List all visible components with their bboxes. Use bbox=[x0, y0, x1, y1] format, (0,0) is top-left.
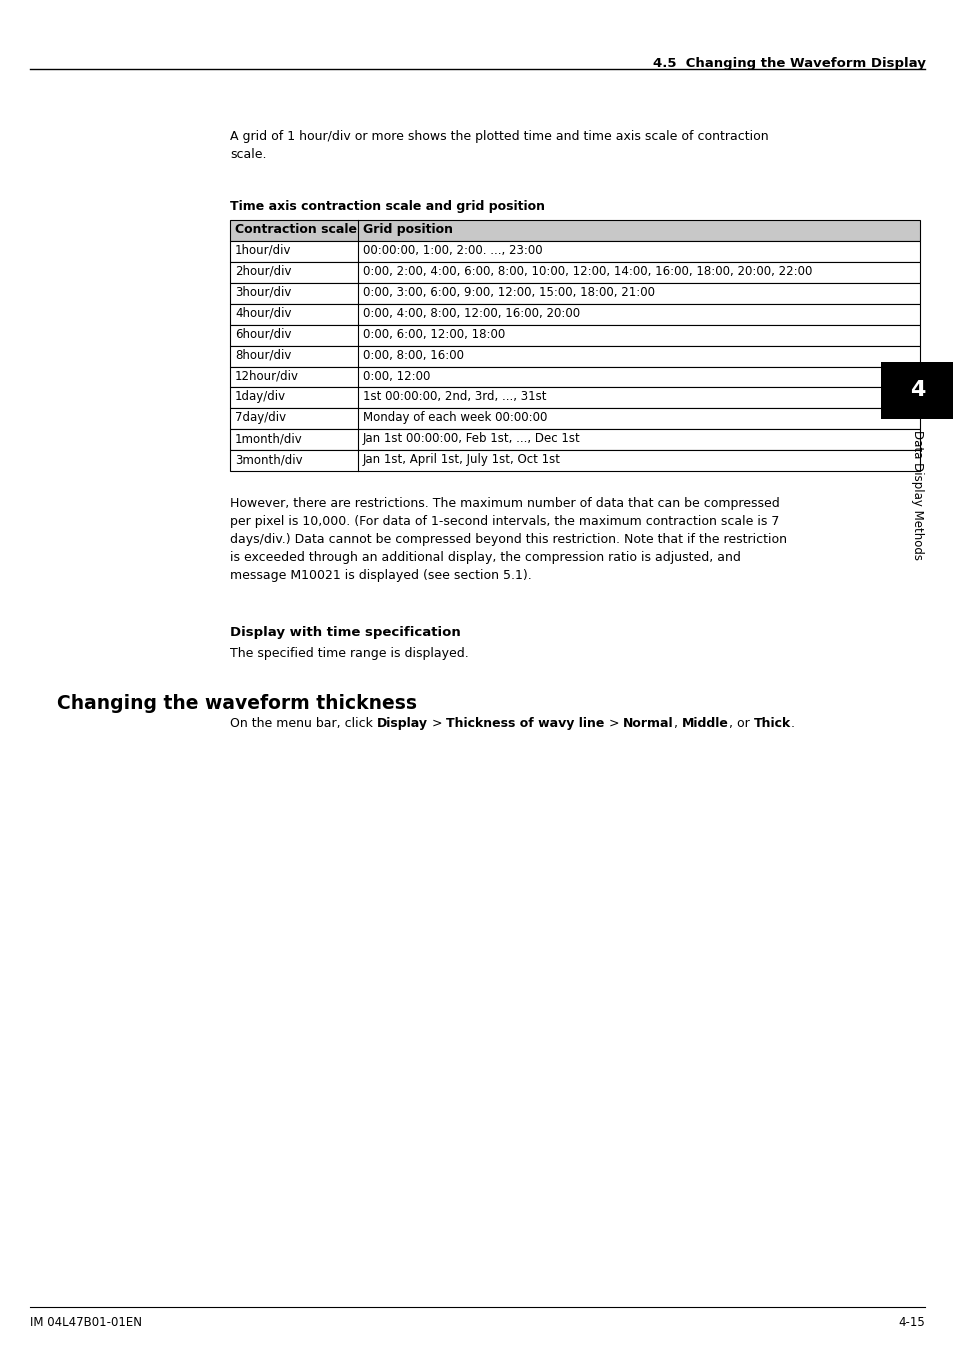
Text: .: . bbox=[790, 717, 794, 730]
Bar bbox=[230, 387, 919, 408]
Bar bbox=[230, 325, 919, 346]
Text: 1st 00:00:00, 2nd, 3rd, ..., 31st: 1st 00:00:00, 2nd, 3rd, ..., 31st bbox=[362, 390, 545, 404]
Text: 4.5  Changing the Waveform Display: 4.5 Changing the Waveform Display bbox=[652, 57, 924, 70]
Bar bbox=[230, 262, 919, 282]
Text: 3hour/div: 3hour/div bbox=[234, 286, 291, 298]
Text: On the menu bar, click: On the menu bar, click bbox=[230, 717, 376, 730]
Text: 6hour/div: 6hour/div bbox=[234, 328, 291, 340]
Text: 1hour/div: 1hour/div bbox=[234, 244, 291, 256]
Text: Contraction scale: Contraction scale bbox=[234, 223, 356, 236]
Text: IM 04L47B01-01EN: IM 04L47B01-01EN bbox=[30, 1316, 141, 1330]
Text: Display with time specification: Display with time specification bbox=[230, 626, 460, 640]
Text: Monday of each week 00:00:00: Monday of each week 00:00:00 bbox=[362, 412, 546, 424]
Text: 1day/div: 1day/div bbox=[234, 390, 286, 404]
Text: 0:00, 4:00, 8:00, 12:00, 16:00, 20:00: 0:00, 4:00, 8:00, 12:00, 16:00, 20:00 bbox=[362, 306, 579, 320]
Text: 0:00, 3:00, 6:00, 9:00, 12:00, 15:00, 18:00, 21:00: 0:00, 3:00, 6:00, 9:00, 12:00, 15:00, 18… bbox=[362, 286, 654, 298]
Text: Data Display Methods: Data Display Methods bbox=[910, 431, 923, 560]
Bar bbox=[230, 408, 919, 429]
Text: Changing the waveform thickness: Changing the waveform thickness bbox=[57, 694, 416, 713]
Text: 1month/div: 1month/div bbox=[234, 432, 302, 446]
Bar bbox=[230, 220, 919, 240]
Text: 3month/div: 3month/div bbox=[234, 454, 302, 466]
Text: 0:00, 2:00, 4:00, 6:00, 8:00, 10:00, 12:00, 14:00, 16:00, 18:00, 20:00, 22:00: 0:00, 2:00, 4:00, 6:00, 8:00, 10:00, 12:… bbox=[362, 265, 811, 278]
Bar bbox=[230, 429, 919, 451]
Text: Display: Display bbox=[376, 717, 427, 730]
Text: days/div.) Data cannot be compressed beyond this restriction. Note that if the r: days/div.) Data cannot be compressed bey… bbox=[230, 533, 786, 545]
Text: A grid of 1 hour/div or more shows the plotted time and time axis scale of contr: A grid of 1 hour/div or more shows the p… bbox=[230, 130, 768, 143]
Text: 7day/div: 7day/div bbox=[234, 412, 286, 424]
Text: >: > bbox=[604, 717, 622, 730]
Text: , or: , or bbox=[728, 717, 753, 730]
Text: message M10021 is displayed (see section 5.1).: message M10021 is displayed (see section… bbox=[230, 568, 531, 582]
Text: >: > bbox=[427, 717, 446, 730]
Text: 0:00, 8:00, 16:00: 0:00, 8:00, 16:00 bbox=[362, 348, 463, 362]
Text: Time axis contraction scale and grid position: Time axis contraction scale and grid pos… bbox=[230, 200, 544, 213]
Text: is exceeded through an additional display, the compression ratio is adjusted, an: is exceeded through an additional displa… bbox=[230, 551, 740, 564]
Text: 0:00, 12:00: 0:00, 12:00 bbox=[362, 370, 430, 382]
Text: 00:00:00, 1:00, 2:00. ..., 23:00: 00:00:00, 1:00, 2:00. ..., 23:00 bbox=[362, 244, 541, 256]
Bar bbox=[230, 220, 919, 240]
Text: Jan 1st 00:00:00, Feb 1st, ..., Dec 1st: Jan 1st 00:00:00, Feb 1st, ..., Dec 1st bbox=[362, 432, 579, 446]
Text: 8hour/div: 8hour/div bbox=[234, 348, 291, 362]
Text: ,: , bbox=[673, 717, 681, 730]
Text: 12hour/div: 12hour/div bbox=[234, 370, 298, 382]
Text: Jan 1st, April 1st, July 1st, Oct 1st: Jan 1st, April 1st, July 1st, Oct 1st bbox=[362, 454, 560, 466]
Bar bbox=[230, 304, 919, 325]
Text: 4-15: 4-15 bbox=[898, 1316, 924, 1330]
Text: 2hour/div: 2hour/div bbox=[234, 265, 291, 278]
Text: Grid position: Grid position bbox=[362, 223, 452, 236]
Text: 4hour/div: 4hour/div bbox=[234, 306, 291, 320]
Bar bbox=[230, 240, 919, 262]
Text: 0:00, 6:00, 12:00, 18:00: 0:00, 6:00, 12:00, 18:00 bbox=[362, 328, 504, 340]
Text: The specified time range is displayed.: The specified time range is displayed. bbox=[230, 647, 468, 660]
Text: Thick: Thick bbox=[753, 717, 790, 730]
Bar bbox=[881, 362, 953, 418]
Bar bbox=[230, 366, 919, 387]
Text: However, there are restrictions. The maximum number of data that can be compress: However, there are restrictions. The max… bbox=[230, 497, 779, 510]
Text: per pixel is 10,000. (For data of 1-second intervals, the maximum contraction sc: per pixel is 10,000. (For data of 1-seco… bbox=[230, 514, 779, 528]
Text: Thickness of wavy line: Thickness of wavy line bbox=[446, 717, 604, 730]
Text: Normal: Normal bbox=[622, 717, 673, 730]
Bar bbox=[230, 346, 919, 366]
Text: 4: 4 bbox=[909, 381, 924, 400]
Text: Middle: Middle bbox=[681, 717, 728, 730]
Bar bbox=[230, 282, 919, 304]
Text: scale.: scale. bbox=[230, 147, 266, 161]
Bar bbox=[230, 451, 919, 471]
